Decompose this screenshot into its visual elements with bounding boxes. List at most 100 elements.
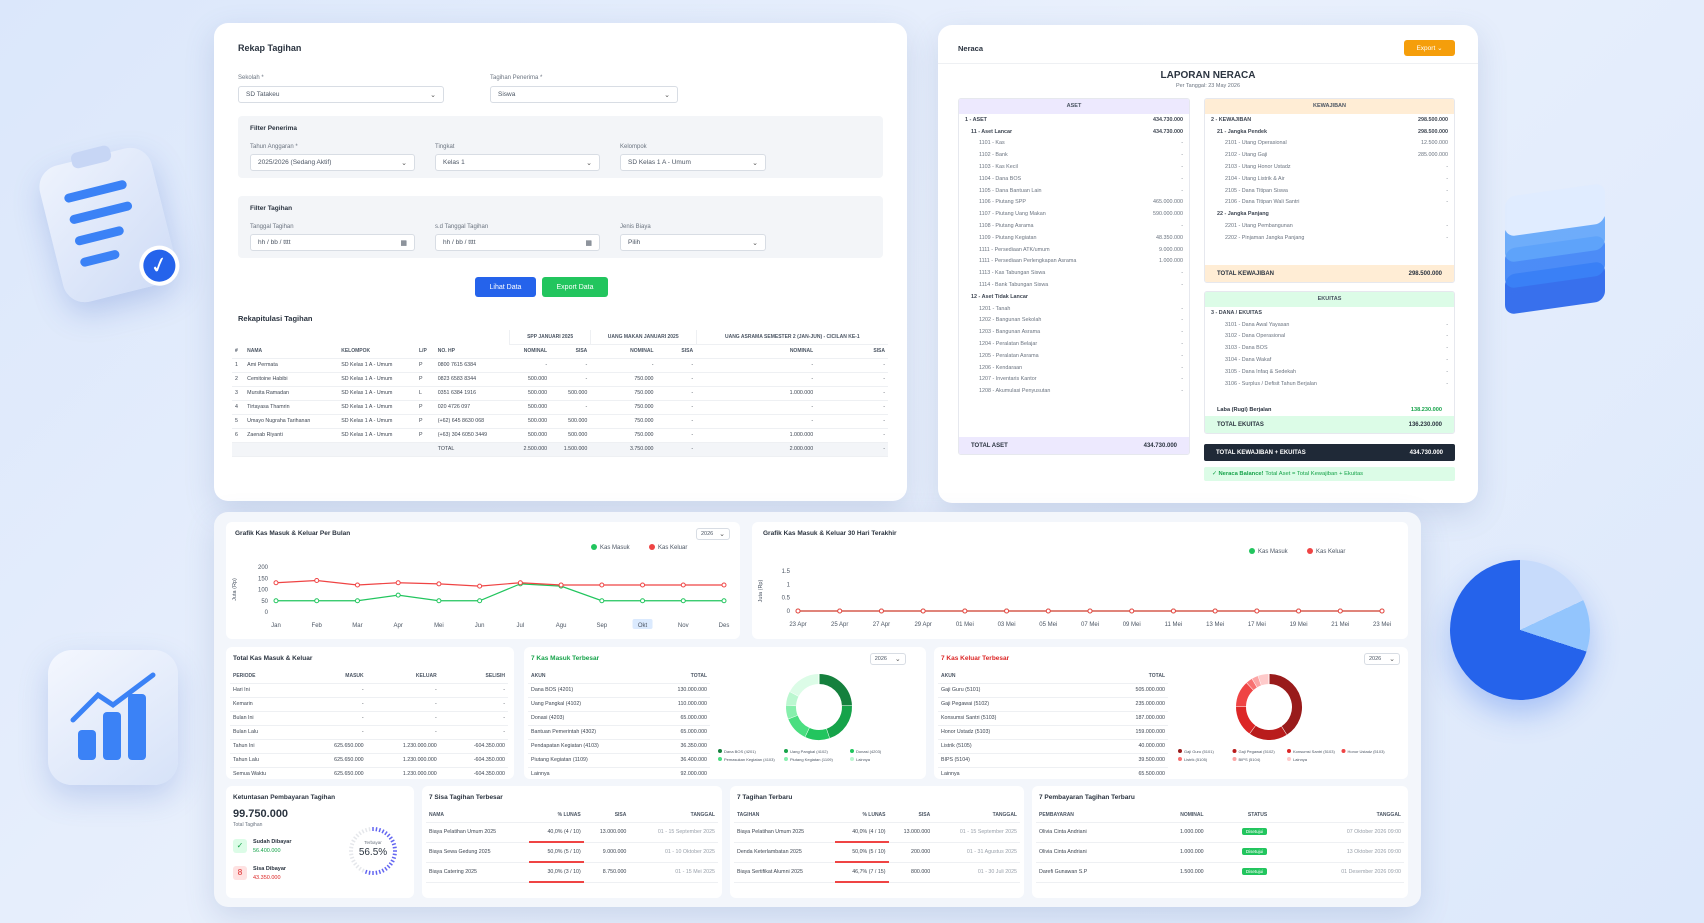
donut-slice[interactable] <box>1236 706 1256 734</box>
data-point[interactable] <box>1170 608 1176 614</box>
donut-slice[interactable] <box>825 705 852 739</box>
year-select[interactable]: 2026 ⌄ <box>869 653 906 665</box>
table-row: BIPS (5104) 39.500.000 <box>938 753 1168 768</box>
chevron-down-icon: ⌄ <box>752 239 758 247</box>
donut-slice[interactable] <box>1258 674 1270 686</box>
neraca-row: 1201 - Tanah - <box>959 303 1189 315</box>
donut-slice[interactable] <box>786 704 798 719</box>
panel-title: 7 Sisa Tagihan Terbesar <box>429 794 503 801</box>
neraca-row: 2104 - Utang Listrik & Air - <box>1205 173 1454 185</box>
gauge-tick <box>353 862 358 866</box>
data-point[interactable] <box>837 608 843 614</box>
kelompok-select[interactable]: SD Kelas 1 A - Umum ⌄ <box>620 154 766 171</box>
data-point[interactable] <box>436 598 442 604</box>
table-cell: 500.000 <box>509 372 551 387</box>
year-select[interactable]: 2026 ⌄ <box>1364 653 1400 665</box>
data-point[interactable] <box>680 582 686 588</box>
data-point[interactable] <box>1296 608 1302 614</box>
donut-slice[interactable] <box>1236 682 1254 707</box>
donut-slice[interactable] <box>818 674 852 707</box>
account-name: 1208 - Akumulasi Penyusutan <box>979 388 1051 395</box>
export-button[interactable]: Export ⌄ <box>1404 40 1455 56</box>
neraca-row: 3101 - Dana Awal Yayasan - <box>1205 319 1454 331</box>
data-point[interactable] <box>599 598 605 604</box>
sd-tanggal-input[interactable]: hh / bb / tttt ▦ <box>435 234 600 251</box>
data-point[interactable] <box>878 608 884 614</box>
calendar-icon[interactable]: ▦ <box>400 239 407 247</box>
table-cell: - <box>656 386 697 401</box>
donut-slice[interactable] <box>789 674 820 697</box>
jenis-select[interactable]: Pilih ⌄ <box>620 234 766 251</box>
table-cell: - <box>656 358 697 373</box>
table-cell: - <box>816 372 888 387</box>
slice-divider <box>1249 725 1256 734</box>
donut-slice[interactable] <box>788 714 810 737</box>
donut-slice[interactable] <box>1249 725 1287 740</box>
col-header: TANGGAL <box>1270 808 1404 823</box>
year-select[interactable]: 2026 ⌄ <box>696 528 730 540</box>
data-point[interactable] <box>721 582 727 588</box>
donut-slice[interactable] <box>1252 675 1262 688</box>
col-header: % LUNAS <box>528 808 584 823</box>
data-point[interactable] <box>680 598 686 604</box>
data-point[interactable] <box>477 598 483 604</box>
kewajiban-panel: KEWAJIBAN 2 - KEWAJIBAN 298.500.000 21 - J… <box>1204 98 1455 283</box>
data-point[interactable] <box>1212 608 1218 614</box>
tingkat-select[interactable]: Kelas 1 ⌄ <box>435 154 600 171</box>
data-point[interactable] <box>721 598 727 604</box>
legend-marker <box>1178 757 1182 761</box>
col-header: % LUNAS <box>834 808 889 823</box>
data-point[interactable] <box>354 598 360 604</box>
donut-slice[interactable] <box>804 727 830 740</box>
account-name: 1108 - Piutang Asrama <box>979 223 1034 230</box>
data-point[interactable] <box>795 608 801 614</box>
gauge-tick <box>386 864 391 869</box>
account-value: - <box>1446 321 1448 328</box>
account-value: - <box>1181 317 1183 324</box>
data-point[interactable] <box>1087 608 1093 614</box>
data-point[interactable] <box>273 598 279 604</box>
data-point[interactable] <box>920 608 926 614</box>
tahun-select[interactable]: 2025/2026 (Sedang Aktif) ⌄ <box>250 154 415 171</box>
data-point[interactable] <box>1045 608 1051 614</box>
data-point[interactable] <box>1004 608 1010 614</box>
data-point[interactable] <box>640 598 646 604</box>
data-point[interactable] <box>354 582 360 588</box>
donut-slice[interactable] <box>1268 674 1302 735</box>
tanggal-input[interactable]: hh / bb / tttt ▦ <box>250 234 415 251</box>
data-point[interactable] <box>1254 608 1260 614</box>
data-point[interactable] <box>273 580 279 586</box>
data-point[interactable] <box>436 581 442 587</box>
data-point[interactable] <box>962 608 968 614</box>
data-point[interactable] <box>314 578 320 583</box>
total-ekuitas-row: TOTAL EKUITAS 136.230.000 <box>1205 416 1454 433</box>
filter-tagihan-section: Filter Tagihan Tanggal Tagihan hh / bb /… <box>238 196 883 258</box>
donut-slice[interactable] <box>786 691 799 706</box>
export-data-button[interactable]: Export Data <box>542 277 608 297</box>
lihat-data-button[interactable]: Lihat Data <box>475 277 536 297</box>
donut-slice[interactable] <box>1246 678 1258 691</box>
col-header: NAMA <box>244 344 339 359</box>
data-point[interactable] <box>517 580 523 586</box>
data-point[interactable] <box>1337 608 1343 614</box>
table-cell: 200.000 <box>888 842 934 863</box>
sekolah-select[interactable]: SD Tatakeu ⌄ <box>238 86 444 103</box>
data-point[interactable] <box>1129 608 1135 614</box>
legend-label: Kas Masuk <box>1258 549 1289 555</box>
data-point[interactable] <box>1379 608 1385 614</box>
calendar-icon[interactable]: ▦ <box>585 239 592 247</box>
data-point[interactable] <box>395 592 401 598</box>
penerima-select[interactable]: Siswa ⌄ <box>490 86 678 103</box>
table-row: Bulan Lalu - - - <box>230 725 508 740</box>
data-point[interactable] <box>314 598 320 604</box>
gauge-tick <box>390 839 395 843</box>
data-point[interactable] <box>599 582 605 588</box>
data-point[interactable] <box>640 582 646 588</box>
data-point[interactable] <box>395 580 401 586</box>
data-point[interactable] <box>558 582 564 588</box>
x-tick-label: 09 Mei <box>1123 622 1141 628</box>
col-header: L/P <box>416 344 435 359</box>
data-point[interactable] <box>477 583 483 589</box>
neraca-row: 1208 - Akumulasi Penyusutan - <box>959 385 1189 397</box>
table-cell: 0823 6583 8344 <box>434 372 510 387</box>
